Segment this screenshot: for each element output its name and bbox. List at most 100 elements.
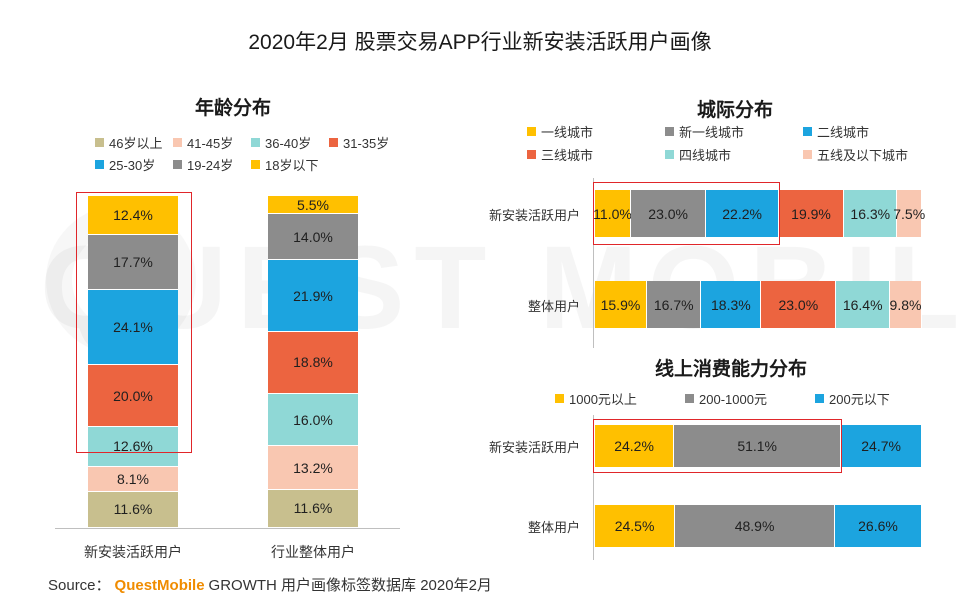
legend-swatch — [555, 394, 564, 403]
age-bar-segment: 20.0% — [88, 364, 178, 428]
legend-item: 46岁以上 — [95, 133, 162, 152]
legend-label: 41-45岁 — [187, 136, 234, 151]
legend-label: 1000元以上 — [569, 392, 637, 407]
consumption-bar-segment: 24.5% — [595, 505, 676, 547]
legend-label: 200元以下 — [829, 392, 890, 407]
legend-swatch — [665, 127, 674, 136]
legend-item: 18岁以下 — [251, 155, 318, 174]
consumption-bar-segment: 24.2% — [595, 425, 675, 467]
city-bar-segment: 23.0% — [761, 281, 837, 328]
legend-item: 19-24岁 — [173, 155, 233, 174]
age-bar-segment: 17.7% — [88, 234, 178, 290]
city-chart-title: 城际分布 — [697, 100, 774, 121]
legend-label: 36-40岁 — [265, 136, 312, 151]
legend-swatch — [803, 150, 812, 159]
city-bar-segment: 9.8% — [890, 281, 922, 328]
consumption-legend: 1000元以上 200-1000元 200元以下 — [555, 389, 935, 409]
legend-swatch — [95, 160, 104, 169]
consumption-bar-segment: 51.1% — [674, 425, 842, 467]
legend-swatch — [251, 160, 260, 169]
legend-swatch — [251, 138, 260, 147]
city-bar-segment: 15.9% — [595, 281, 647, 328]
legend-label: 四线城市 — [679, 148, 732, 163]
legend-item: 200元以下 — [815, 389, 890, 408]
city-bar-segment: 19.9% — [778, 190, 845, 237]
city-bar-segment: 16.3% — [844, 190, 898, 237]
legend-item: 一线城市 — [527, 122, 593, 141]
source-note: Source： QuestMobile GROWTH 用户画像标签数据库 2020年… — [48, 574, 492, 595]
legend-label: 三线城市 — [541, 148, 594, 163]
legend-item: 五线及以下城市 — [803, 145, 908, 164]
legend-swatch — [527, 150, 536, 159]
city-bar-segment: 18.3% — [701, 281, 762, 328]
legend-swatch — [173, 160, 182, 169]
legend-item: 1000元以上 — [555, 389, 637, 408]
legend-item: 41-45岁 — [173, 133, 233, 152]
legend-item: 31-35岁 — [329, 133, 389, 152]
legend-swatch — [815, 394, 824, 403]
city-y-axis — [593, 178, 594, 348]
legend-label: 五线及以下城市 — [817, 148, 909, 163]
legend-label: 19-24岁 — [187, 158, 234, 173]
city-bar-segment: 7.5% — [893, 190, 925, 237]
age-chart-title: 年龄分布 — [195, 98, 272, 119]
legend-swatch — [329, 138, 338, 147]
consumption-category-label: 整体用户 — [527, 520, 580, 535]
source-text: GROWTH 用户画像标签数据库 2020年2月 — [208, 577, 492, 594]
age-category-label: 行业整体用户 — [271, 544, 355, 560]
city-category-label: 新安装活跃用户 — [488, 207, 580, 223]
age-category-label: 新安装活跃用户 — [84, 544, 182, 560]
city-legend: 一线城市 新一线城市 二线城市三线城市 四线城市 五线及以下城市 — [527, 122, 947, 166]
legend-label: 18岁以下 — [265, 158, 319, 173]
age-bar-segment: 16.0% — [268, 393, 358, 447]
consumption-category-label: 新安装活跃用户 — [488, 440, 580, 455]
city-bar-segment: 22.2% — [706, 190, 779, 237]
age-bar-segment: 12.6% — [88, 427, 178, 467]
legend-label: 一线城市 — [541, 125, 594, 140]
legend-label: 46岁以上 — [109, 136, 163, 151]
age-bar-segment: 13.2% — [268, 446, 358, 490]
age-bar-segment: 11.6% — [268, 489, 358, 528]
legend-item: 36-40岁 — [251, 133, 311, 152]
legend-swatch — [665, 150, 674, 159]
city-bar-segment: 23.0% — [631, 190, 707, 237]
legend-item: 200-1000元 — [685, 389, 767, 408]
age-bar-segment: 8.1% — [88, 466, 178, 492]
age-bar-segment: 21.9% — [268, 260, 358, 333]
consumption-bar-segment: 26.6% — [835, 505, 922, 547]
legend-label: 200-1000元 — [699, 392, 767, 407]
consumption-chart-title: 线上消费能力分布 — [655, 359, 808, 380]
city-bar-segment: 16.7% — [646, 281, 702, 328]
age-bar-segment: 11.6% — [88, 491, 178, 528]
source-brand: QuestMobile — [114, 577, 205, 594]
legend-swatch — [527, 127, 536, 136]
age-bar-segment: 24.1% — [88, 289, 178, 365]
city-bar-segment: 16.4% — [836, 281, 890, 328]
legend-swatch — [95, 138, 104, 147]
legend-item: 新一线城市 — [665, 122, 744, 141]
legend-item: 二线城市 — [803, 122, 869, 141]
legend-swatch — [803, 127, 812, 136]
age-bar-segment: 5.5% — [268, 196, 358, 215]
page-title: 2020年2月 股票交易APP行业新安装活跃用户画像 — [248, 31, 712, 54]
age-x-axis — [55, 528, 400, 529]
consumption-bar-segment: 48.9% — [675, 505, 835, 547]
legend-item: 四线城市 — [665, 145, 731, 164]
legend-label: 新一线城市 — [679, 125, 745, 140]
age-bar-segment: 18.8% — [268, 332, 358, 394]
consumption-bar-segment: 24.7% — [841, 425, 922, 467]
legend-item: 25-30岁 — [95, 155, 155, 174]
age-legend: 46岁以上 41-45岁 36-40岁 31-35岁 25-30岁 19-24岁 18岁以下 — [95, 133, 405, 177]
city-bar-segment: 11.0% — [593, 190, 632, 237]
legend-swatch — [173, 138, 182, 147]
legend-item: 三线城市 — [527, 145, 593, 164]
age-bar-segment: 14.0% — [268, 214, 358, 261]
legend-label: 25-30岁 — [109, 158, 156, 173]
city-category-label: 整体用户 — [527, 298, 580, 314]
source-prefix: Source： — [48, 577, 111, 594]
age-bar-segment: 12.4% — [88, 196, 178, 235]
legend-swatch — [685, 394, 694, 403]
legend-label: 二线城市 — [817, 125, 870, 140]
consumption-y-axis — [593, 415, 594, 560]
legend-label: 31-35岁 — [343, 136, 390, 151]
